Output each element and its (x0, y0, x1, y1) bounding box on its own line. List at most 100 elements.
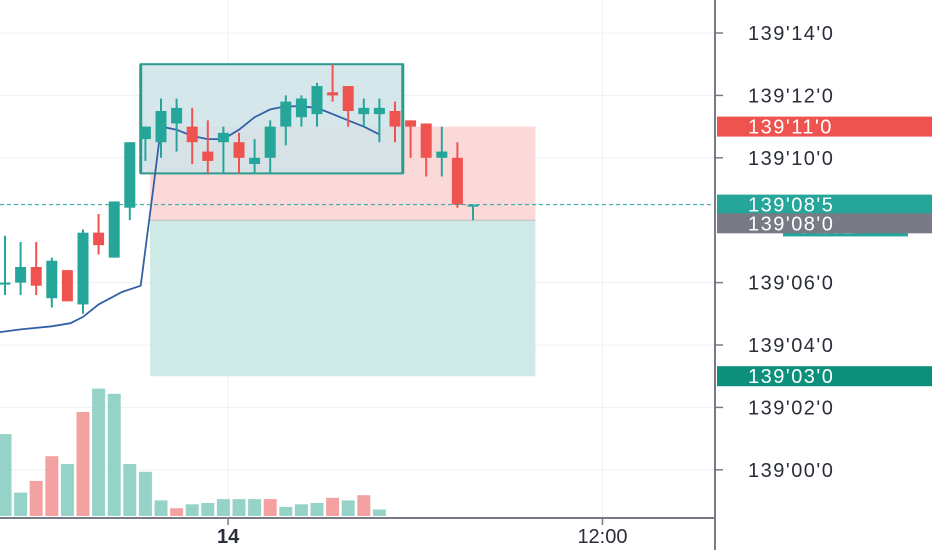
candle-up (373, 98, 385, 143)
candle-up (0, 235, 11, 296)
volume-bar (357, 495, 371, 516)
price-tag-background (717, 366, 932, 387)
volume-bar (170, 508, 184, 516)
price-tick-label: 139'10'0 (748, 148, 834, 170)
candle-down (30, 242, 42, 296)
candle-body (467, 204, 479, 207)
candle-up (295, 95, 307, 127)
candle-up (311, 82, 323, 127)
candle-body (342, 86, 354, 111)
price-tag-stop: 139'11'0 (717, 116, 932, 139)
candlesticks (0, 64, 479, 314)
candle-down (342, 86, 354, 127)
volume-bar (45, 456, 59, 516)
candle-down (93, 213, 105, 255)
candle-down (202, 120, 214, 174)
candle-body (249, 157, 261, 165)
price-tick-label: 139'00'0 (748, 460, 834, 482)
candle-up (155, 98, 167, 158)
candle-body (93, 232, 105, 246)
volume-bar (29, 480, 43, 516)
candle-body (124, 142, 136, 208)
candle-up (249, 139, 261, 174)
volume-bar (201, 503, 215, 516)
candle-body (0, 282, 11, 285)
volume-bar (263, 499, 277, 516)
candle-up (139, 126, 151, 161)
volume-bar (154, 500, 168, 516)
candle-up (264, 120, 276, 174)
candle-up (15, 242, 27, 296)
volume-bar (138, 471, 152, 516)
take-profit-zone[interactable] (150, 220, 536, 377)
volume-bar (185, 504, 199, 516)
candle-body (264, 126, 276, 158)
price-tag-label: 139'08'5 (748, 195, 834, 217)
price-tick-label: 139'02'0 (748, 397, 834, 419)
volume-bar (14, 492, 28, 516)
candle-body (77, 232, 89, 305)
candle-down (61, 270, 73, 302)
volume-bar (294, 504, 308, 516)
candle-up (217, 126, 229, 174)
price-tick-label: 139'14'0 (748, 23, 834, 45)
volume-bar (60, 464, 74, 516)
candle-up (77, 229, 89, 314)
candle-body (202, 151, 214, 161)
candle-up (467, 204, 479, 221)
candle-up (358, 98, 370, 127)
candle-body (61, 270, 73, 302)
price-tick-label: 139'06'0 (748, 273, 834, 295)
candle-body (436, 151, 448, 158)
candle-up (436, 126, 448, 177)
candle-up (46, 257, 58, 308)
price-tag-background (717, 213, 932, 234)
volume-bar (341, 500, 355, 516)
price-tag-background (717, 116, 932, 137)
candle-body (451, 157, 463, 205)
price-tag-label: 139'11'0 (748, 117, 833, 139)
time-tick-label: 14 (217, 526, 240, 548)
candle-body (358, 107, 370, 115)
price-tag-target: 139'03'0 (717, 366, 932, 388)
candle-body (311, 86, 323, 115)
price-tag-label: 139'03'0 (748, 366, 834, 388)
candle-up (124, 142, 136, 221)
candle-body (171, 107, 183, 124)
candle-body (15, 267, 27, 283)
candle-body (327, 92, 339, 96)
candle-down (405, 120, 417, 158)
candle-up (280, 95, 292, 146)
candle-body (420, 123, 432, 158)
time-axis[interactable]: 14 12:00 (217, 518, 628, 548)
candle-body (280, 101, 292, 127)
volume-bar (310, 503, 324, 516)
volume-bar (0, 434, 12, 516)
candle-body (389, 111, 401, 127)
candle-body (108, 201, 120, 258)
candle-down (389, 101, 401, 143)
volume-bar (107, 393, 121, 516)
volume-bar (372, 509, 386, 516)
price-tick-label: 139'12'0 (748, 85, 834, 107)
volume-bars (0, 388, 386, 516)
time-tick-label: 12:00 (577, 526, 627, 548)
volume-bar (216, 499, 230, 516)
candle-down (327, 64, 339, 102)
volume-bar (326, 497, 340, 516)
volume-bar (248, 499, 262, 516)
price-tag-entry: 139'08'5 (717, 194, 932, 217)
candle-body (233, 142, 245, 158)
candle-down (233, 132, 245, 174)
candle-down (451, 142, 463, 208)
candle-body (405, 120, 417, 127)
candle-body (46, 260, 58, 299)
candle-body (295, 98, 307, 118)
candle-down (420, 123, 432, 177)
candle-body (139, 126, 151, 140)
volume-bar (92, 388, 106, 516)
candle-body (186, 126, 198, 143)
candle-body (373, 107, 385, 115)
